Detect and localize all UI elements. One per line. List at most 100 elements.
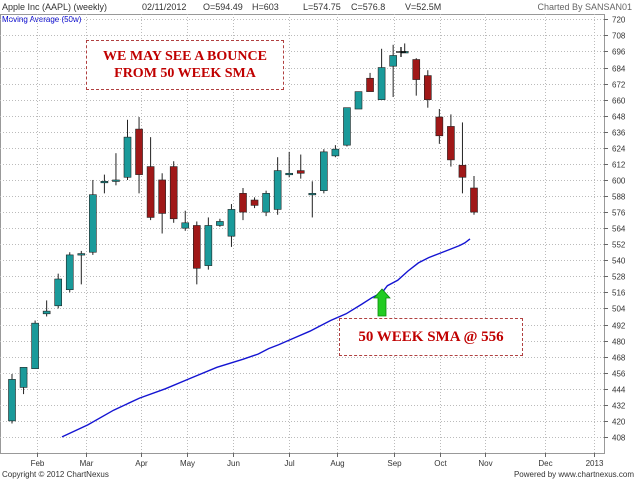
- y-tick-label: 564: [612, 225, 626, 234]
- y-tick-label: 600: [612, 177, 626, 186]
- bounce-annotation-line1: WE MAY SEE A BOUNCE: [103, 49, 267, 64]
- candle-body: [193, 225, 201, 269]
- x-tick-label: May: [180, 459, 195, 468]
- powered-by: Powered by www.chartnexus.com: [513, 470, 634, 479]
- candle-body: [135, 128, 143, 175]
- candle-body: [296, 170, 305, 174]
- candle-body: [227, 209, 236, 237]
- candle-body: [100, 181, 109, 184]
- candle-body: [377, 67, 386, 100]
- y-tick-label: 408: [612, 434, 626, 443]
- y-tick-label: 480: [612, 338, 626, 347]
- candle: [193, 221, 201, 285]
- candle-body: [250, 199, 259, 206]
- candle: [216, 218, 224, 227]
- candle-body: [181, 222, 190, 229]
- candle-body: [354, 91, 363, 110]
- candle: [158, 173, 166, 234]
- volume-value: V=52.5M: [405, 2, 442, 12]
- candle: [77, 250, 86, 285]
- x-tick-label: Aug: [330, 459, 344, 468]
- chart-date: 02/11/2012: [142, 2, 187, 12]
- candle: [123, 119, 132, 180]
- candle: [435, 109, 444, 144]
- candle-body: [77, 253, 86, 256]
- x-tick-label: Nov: [478, 459, 492, 468]
- y-tick-label: 552: [612, 241, 626, 250]
- candle-body: [169, 166, 178, 220]
- y-tick-label: 456: [612, 370, 626, 379]
- candle-body: [54, 278, 63, 307]
- y-tick-label: 492: [612, 322, 626, 331]
- candle: [239, 187, 247, 221]
- y-tick-label: 468: [612, 354, 626, 363]
- candle: [308, 181, 317, 218]
- sma-annotation-text: 50 WEEK SMA @ 556: [358, 329, 504, 345]
- candles-group: [8, 43, 478, 424]
- candle: [250, 197, 259, 209]
- x-tick-label: Oct: [434, 459, 447, 468]
- y-tick-label: 672: [612, 81, 626, 90]
- candle: [169, 161, 178, 223]
- candle-body: [273, 170, 282, 210]
- candle-body: [320, 151, 328, 191]
- candle-body: [435, 116, 444, 137]
- candle: [112, 153, 120, 186]
- candle: [31, 320, 39, 369]
- candle-body: [308, 193, 317, 196]
- candle: [296, 154, 305, 179]
- copyright: Copyright © 2012 ChartNexus: [2, 470, 109, 479]
- y-tick-label: 720: [612, 16, 626, 25]
- candle: [65, 252, 74, 293]
- candle-body: [65, 254, 74, 291]
- y-tick-label: 648: [612, 113, 626, 122]
- candle: [458, 122, 467, 194]
- y-tick-label: 432: [612, 402, 626, 411]
- arrow-up-icon: [373, 288, 391, 317]
- y-tick-label: 528: [612, 273, 626, 282]
- candle-body: [158, 179, 166, 214]
- open-value: O=594.49: [203, 2, 243, 12]
- sma-annotation: 50 WEEK SMA @ 556: [339, 318, 523, 356]
- candle: [19, 367, 28, 395]
- candle-body: [89, 194, 97, 253]
- candle: [146, 137, 155, 221]
- y-tick-label: 708: [612, 32, 626, 41]
- candle: [470, 175, 478, 215]
- y-axis: 408 420 432 444 456 468 480 492 504 516 528 540 552 5…: [604, 16, 626, 443]
- candle-body: [285, 172, 294, 176]
- x-tick-label: Apr: [135, 459, 148, 468]
- candle-body: [123, 136, 132, 178]
- candle-body: [412, 59, 421, 80]
- candle: [8, 374, 16, 424]
- candle-body: [146, 166, 155, 218]
- candle: [320, 149, 328, 194]
- y-tick-label: 588: [612, 193, 626, 202]
- candle: [89, 179, 97, 255]
- close-value: C=576.8: [351, 2, 386, 12]
- candle-body: [447, 126, 455, 161]
- candle: [54, 273, 63, 309]
- candle-body: [389, 55, 397, 67]
- candle-body: [366, 77, 374, 92]
- y-tick-label: 444: [612, 386, 626, 395]
- candle: [447, 114, 455, 167]
- y-tick-label: 540: [612, 257, 626, 266]
- x-axis: Feb Mar Apr May Jun Jul Aug Sep Oct Nov Dec 2013: [31, 453, 604, 468]
- y-tick-label: 636: [612, 129, 626, 138]
- y-tick-label: 576: [612, 209, 626, 218]
- candle: [262, 190, 270, 217]
- x-tick-label: 2013: [586, 459, 604, 468]
- y-tick-label: 696: [612, 48, 626, 57]
- x-tick-label: Dec: [538, 459, 552, 468]
- candle-body: [112, 179, 120, 182]
- y-tick-label: 624: [612, 145, 626, 154]
- y-tick-label: 684: [612, 65, 626, 74]
- candle-body: [423, 75, 432, 100]
- y-tick-label: 504: [612, 305, 626, 314]
- candle: [285, 151, 294, 178]
- chart-symbol: Apple Inc (AAPL) (weekly): [2, 2, 108, 12]
- sma-line-group: [61, 238, 471, 438]
- plot-frame: [0, 14, 605, 454]
- candle-body: [470, 187, 478, 213]
